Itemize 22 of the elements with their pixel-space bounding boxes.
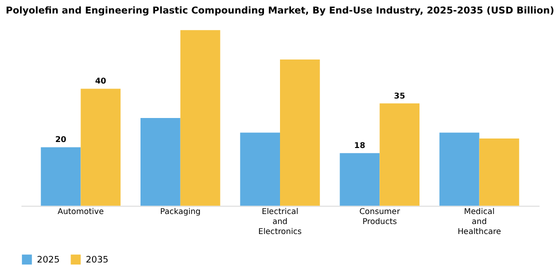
- bar: [40, 147, 81, 206]
- bar: [240, 132, 280, 206]
- legend-label: 2025: [36, 256, 60, 266]
- bar: [140, 118, 180, 206]
- bar: [380, 103, 420, 206]
- legend-label: 2035: [86, 256, 108, 266]
- bar: [340, 153, 380, 206]
- x-tick-label: Packaging: [160, 207, 201, 216]
- bar: [80, 88, 121, 206]
- data-label: 18: [354, 141, 366, 150]
- bar: [180, 30, 220, 206]
- bar: [280, 59, 320, 206]
- x-tick-label: Medical and Healthcare: [458, 207, 502, 236]
- bar: [479, 138, 520, 206]
- data-label: 40: [95, 76, 107, 86]
- chart-title: Polyolefin and Engineering Plastic Compounding Market, By End-Use Industry, 2025-2035 (USD Billion): [6, 6, 554, 17]
- data-label: 35: [394, 91, 406, 100]
- x-tick-label: Consumer Products: [359, 207, 401, 226]
- data-label: 20: [55, 135, 67, 144]
- x-tick-label: Automotive: [58, 207, 104, 216]
- bar: [439, 132, 480, 206]
- x-tick-label: Electrical and Electronics: [258, 207, 302, 236]
